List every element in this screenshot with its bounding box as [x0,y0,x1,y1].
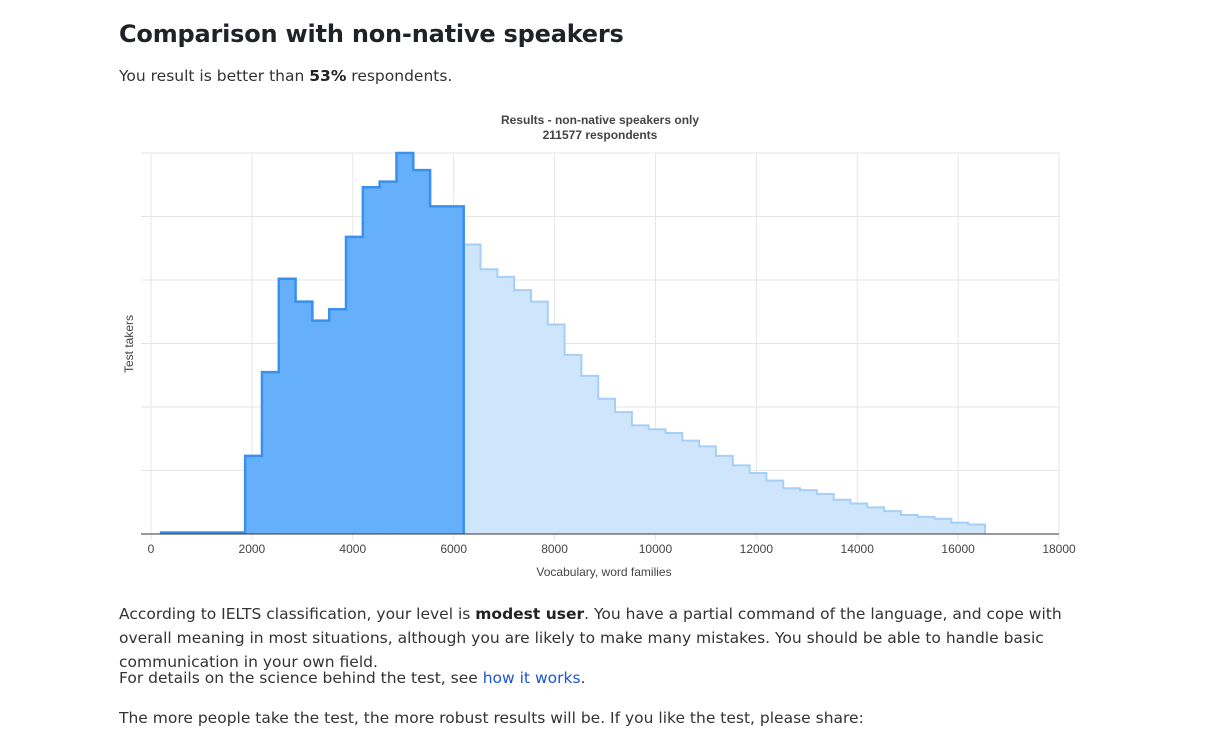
level-paragraph: According to IELTS classification, your … [119,602,1089,674]
bin [749,473,767,534]
bin [951,522,969,534]
bin-highlighted [329,309,347,534]
bin-highlighted [278,278,297,534]
bin [850,503,868,534]
bin [766,480,784,534]
series-line-rest [462,243,986,534]
x-tick-label: 2000 [239,542,266,556]
bin-highlighted [261,372,280,534]
x-tick-label: 18000 [1042,542,1076,556]
x-tick-label: 12000 [740,542,774,556]
bin-highlighted [430,206,448,534]
bin [715,455,734,534]
bin-highlighted [362,187,381,534]
details-prefix: For details on the science behind the te… [119,669,483,687]
chart-title: Results - non-native speakers only [501,113,699,127]
summary-suffix: respondents. [346,67,453,85]
bin [884,511,902,534]
x-tick-label: 6000 [440,542,467,556]
series-line-highlight [159,151,465,534]
bin-highlighted [312,320,330,534]
x-tick-labels: 0 2000 4000 6000 8000 10000 12000 14000 16000 180… [148,542,1076,556]
bin [514,290,532,534]
bin [934,518,952,534]
x-tick-label: 4000 [339,542,366,556]
bin [783,488,801,534]
page-title: Comparison with non-native speakers [119,20,624,48]
level-prefix: According to IELTS classification, your … [119,605,476,623]
bin-highlighted [379,181,398,534]
bin [833,499,852,534]
bin [900,514,919,534]
bin [615,412,633,534]
x-tick-label: 14000 [841,542,875,556]
how-it-works-link[interactable]: how it works [482,669,581,687]
results-chart: Results - non-native speakers only 21157… [122,113,1076,579]
details-paragraph: For details on the science behind the te… [119,666,1089,690]
bin [699,446,717,534]
bin [917,516,936,534]
bin [547,324,566,534]
bin-highlighted [446,206,465,534]
bin [581,375,599,534]
summary-prefix: You result is better than [119,67,310,85]
bin [564,354,583,534]
bin [968,524,986,534]
x-axis-label: Vocabulary, word families [536,565,671,579]
y-axis-label: Test takers [122,315,136,373]
bin-highlighted [396,153,414,534]
bin [816,493,835,534]
bin [463,244,482,534]
x-tick-label: 10000 [639,542,673,556]
chart-subtitle: 211577 respondents [543,128,658,142]
bin [648,429,667,534]
bin-highlighted [413,170,431,534]
chart-marks [159,151,986,534]
x-tick-label: 8000 [541,542,568,556]
bin [732,465,751,534]
share-paragraph: The more people take the test, the more … [119,709,864,727]
bin [497,276,515,534]
summary-percent: 53% [309,67,347,85]
level-suffix: . You have a partial command of the lang… [119,605,1062,671]
bin [682,440,700,534]
bin [867,507,885,534]
x-tick-label: 16000 [941,542,975,556]
x-tick-label: 0 [148,542,155,556]
bin-highlighted [295,301,313,534]
details-suffix: . [580,669,586,687]
bin [665,433,683,534]
level-value: modest user [475,605,585,623]
bin-highlighted [346,236,364,534]
result-summary: You result is better than 53% respondent… [119,67,452,85]
bin [530,301,549,534]
bin [480,269,498,534]
bin-highlighted [245,455,263,534]
bin [598,398,616,534]
bin [800,490,818,534]
bin [631,425,650,534]
